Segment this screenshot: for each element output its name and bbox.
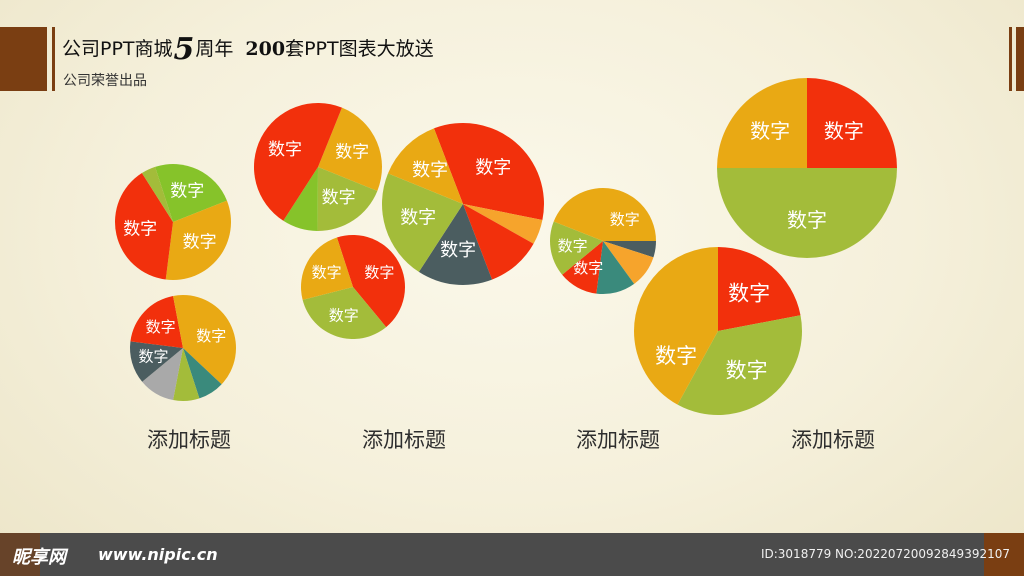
pie-8-slice-1 [634, 247, 718, 331]
pie-8-slice-3-label: 数字 [726, 358, 768, 382]
pie-6-slice-4 [596, 241, 635, 294]
pie-2-slice-4 [142, 348, 183, 401]
pie-4-slice-3 [300, 237, 353, 300]
pie-2-slice-5 [130, 341, 183, 382]
pie-4-slice-1 [336, 235, 406, 328]
pie-2-slice-6 [130, 295, 183, 348]
category-label-2: 添加标题 [362, 428, 446, 452]
pie-7-slice-2 [717, 168, 897, 258]
pie-5-slice-3 [463, 204, 534, 280]
pie-6-slice-6 [549, 221, 603, 275]
pie-5-slice-1 [433, 122, 544, 221]
pie-2-slice-1-label: 数字 [196, 327, 226, 345]
pie-7-slice-1-label: 数字 [824, 119, 864, 143]
page-title: 公司PPT商城5周年 200套PPT图表大放送 [62, 32, 434, 67]
pie-5-slice-5-label: 数字 [400, 208, 436, 229]
pie-1-slice-2-label: 数字 [183, 233, 217, 253]
pie-6-slice-3 [603, 241, 654, 284]
pie-6-slice-7 [553, 188, 603, 241]
category-label-1: 添加标题 [147, 428, 231, 452]
title-number-5: 5 [173, 32, 195, 67]
pie-6-slice-1 [603, 188, 656, 241]
footer-corner-right [984, 533, 1024, 576]
header-accent-left [0, 27, 47, 91]
pie-6-slice-6-label: 数字 [558, 237, 588, 255]
pie-3-slice-1 [318, 107, 382, 191]
pie-4-slice-2 [302, 287, 387, 340]
pie-2-slice-7 [173, 295, 183, 348]
footer-image-id: ID:3018779 NO:20220720092849392107 [760, 547, 1010, 561]
title-pre: 公司PPT商城 [62, 38, 173, 60]
footer-brand: 昵享网 [12, 547, 66, 568]
pie-2-slice-3 [173, 348, 200, 402]
pie-2-slice-1 [183, 295, 237, 385]
pie-6-slice-5 [562, 241, 603, 294]
pie-8-slice-2 [718, 247, 801, 331]
pie-3-slice-3 [283, 167, 318, 231]
pie-8-slice-3 [677, 315, 802, 416]
pie-5-slice-4-label: 数字 [440, 240, 476, 261]
header-accent-right [1016, 27, 1024, 91]
pie-4-slice-3-label: 数字 [312, 264, 342, 282]
page-subtitle: 公司荣誉出品 [63, 73, 147, 89]
pie-3-slice-2 [317, 167, 378, 232]
pie-1-slice-2 [165, 200, 232, 280]
pie-7-slice-2-label: 数字 [787, 208, 827, 232]
footer-bar: 昵享网 www.nipic.cn ID:3018779 NO:202207200… [0, 533, 1024, 576]
title-mid: 周年 [195, 38, 234, 60]
pie-1-slice-3 [115, 173, 173, 280]
pie-3-slice-1-label: 数字 [335, 143, 369, 163]
pie-7-slice-1 [807, 78, 897, 168]
pie-7-slice-3 [717, 78, 807, 168]
pie-5-slice-6-label: 数字 [412, 160, 448, 181]
category-label-3: 添加标题 [576, 428, 660, 452]
pie-5-slice-2 [463, 204, 543, 244]
pie-5-slice-1-label: 数字 [475, 158, 511, 179]
pie-1-slice-4 [141, 166, 173, 222]
pie-6-slice-2 [603, 241, 656, 258]
pie-2-slice-6-label: 数字 [146, 318, 176, 336]
pie-2-slice-5-label: 数字 [138, 348, 168, 366]
footer-corner-left [0, 533, 40, 576]
pie-6-slice-1-label: 数字 [610, 210, 640, 228]
pie-7-slice-3-label: 数字 [750, 119, 790, 143]
title-post: 套PPT图表大放送 [285, 38, 434, 60]
title-number-200: 200 [245, 38, 286, 60]
pie-3-slice-2-label: 数字 [322, 188, 356, 208]
pie-1-slice-1 [155, 164, 227, 222]
pie-5-slice-6 [388, 128, 463, 204]
pie-2-slice-2 [183, 348, 222, 399]
header-accent-line-left [52, 27, 55, 91]
pie-4-slice-2-label: 数字 [329, 307, 359, 325]
pie-1-slice-3-label: 数字 [123, 219, 157, 239]
pie-5-slice-4 [418, 204, 493, 286]
pie-1-slice-1-label: 数字 [170, 182, 204, 202]
footer-site-link[interactable]: www.nipic.cn [98, 545, 218, 564]
pie-8-slice-2-label: 数字 [728, 282, 770, 306]
pie-6-slice-5-label: 数字 [573, 259, 603, 277]
pie-5-slice-5 [381, 173, 463, 272]
category-label-4: 添加标题 [791, 428, 875, 452]
pie-8-slice-4 [634, 331, 718, 405]
header-accent-line-right [1009, 27, 1012, 91]
pie-3-slice-4 [253, 102, 342, 221]
pie-3-slice-4-label: 数字 [268, 140, 302, 160]
pie-4-slice-1-label: 数字 [364, 264, 394, 282]
pie-8-slice-4-label: 数字 [655, 344, 697, 368]
